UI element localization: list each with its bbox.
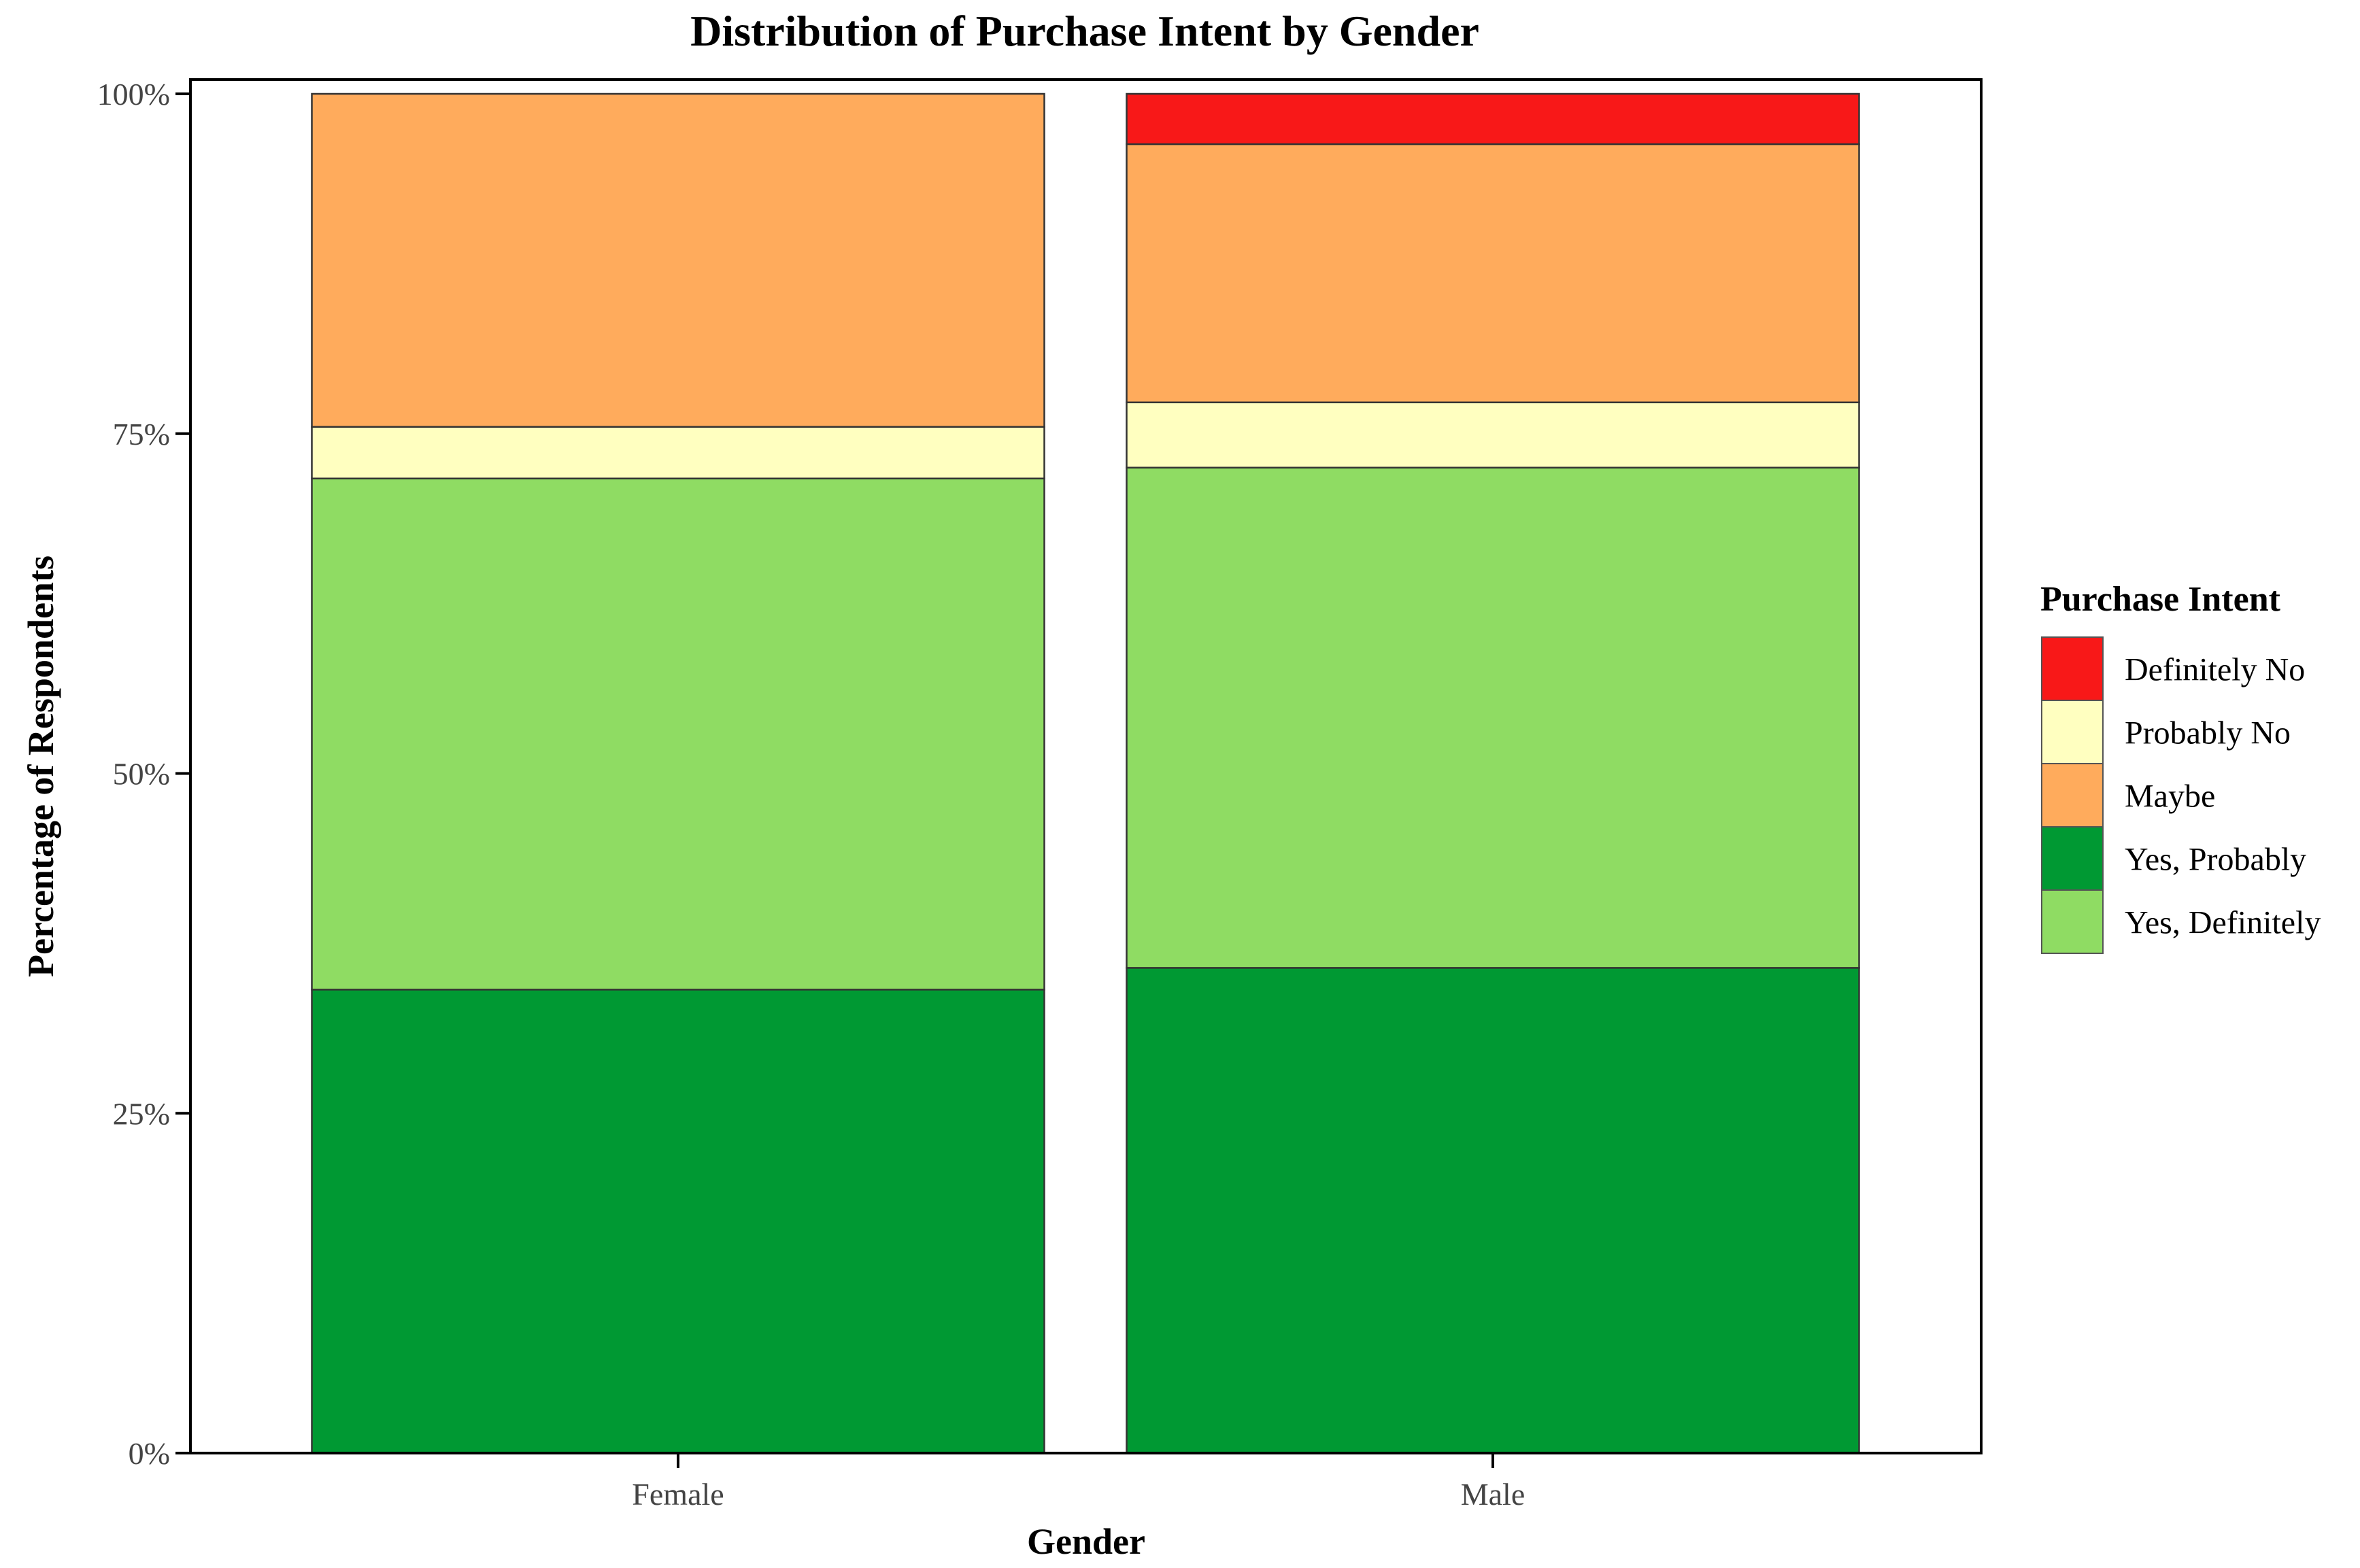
bar-segment bbox=[1126, 967, 1860, 1454]
bar-segment bbox=[1126, 466, 1860, 969]
legend-key bbox=[2041, 889, 2104, 954]
legend-title: Purchase Intent bbox=[2040, 580, 2281, 619]
x-axis: Female Male bbox=[632, 1453, 1525, 1512]
y-tick-label: 100% bbox=[97, 77, 170, 112]
chart-title: Distribution of Purchase Intent by Gende… bbox=[690, 7, 1479, 55]
bar-segment bbox=[311, 477, 1045, 991]
x-axis-label: Gender bbox=[1027, 1521, 1145, 1562]
legend-key bbox=[2041, 636, 2104, 701]
legend-label: Maybe bbox=[2125, 779, 2215, 815]
bar-segment bbox=[311, 92, 1045, 428]
legend-key bbox=[2041, 700, 2104, 764]
legend-label: Probably No bbox=[2125, 715, 2291, 751]
bar-segment bbox=[1126, 92, 1860, 146]
y-axis: 0% 25% 50% 75% 100% bbox=[97, 77, 190, 1471]
y-tick-label: 25% bbox=[113, 1096, 170, 1131]
legend-items: Definitely No Probably No Maybe Yes, Probab… bbox=[2041, 636, 2321, 954]
legend-key bbox=[2041, 763, 2104, 828]
plot-frame bbox=[189, 78, 1983, 1454]
x-tick-label: Female bbox=[632, 1477, 724, 1512]
legend-label: Yes, Probably bbox=[2125, 842, 2306, 878]
y-tick-label: 75% bbox=[113, 417, 170, 451]
bar-segment bbox=[311, 426, 1045, 479]
bar-segment bbox=[1126, 401, 1860, 468]
bars-layer bbox=[311, 92, 1860, 1454]
legend-label: Yes, Definitely bbox=[2125, 905, 2321, 941]
y-tick-label: 0% bbox=[129, 1436, 170, 1471]
bar-segment bbox=[311, 989, 1045, 1454]
x-tick-label: Male bbox=[1461, 1477, 1525, 1512]
legend: Purchase Intent Definitely No Probably No… bbox=[2040, 580, 2321, 954]
y-axis-label: Percentage of Respondents bbox=[20, 556, 61, 977]
legend-key bbox=[2041, 826, 2104, 891]
legend-label: Definitely No bbox=[2125, 652, 2305, 688]
bar-segment bbox=[1126, 143, 1860, 404]
y-tick-label: 50% bbox=[113, 757, 170, 791]
